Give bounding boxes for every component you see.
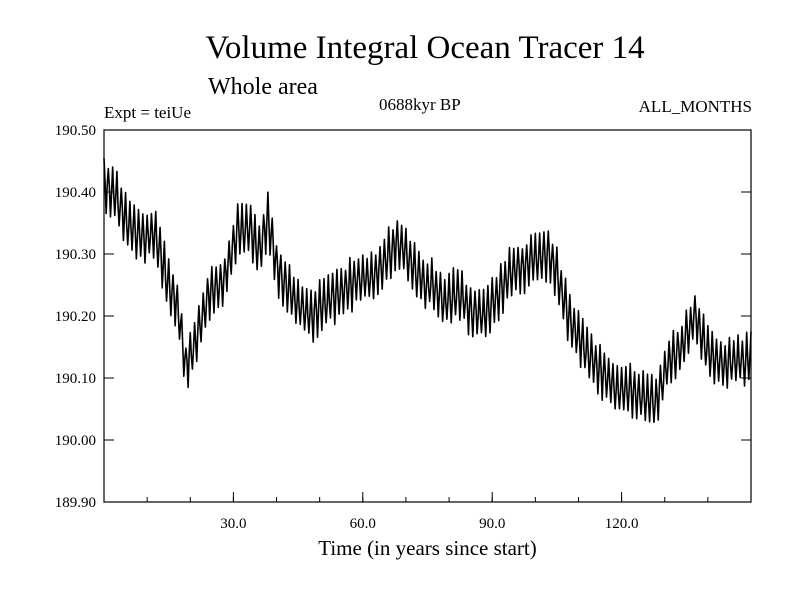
x-tick-label: 120.0 (605, 516, 639, 532)
series-line (103, 158, 752, 424)
y-tick-label: 190.10 (55, 371, 96, 387)
y-tick-label: 190.20 (55, 309, 96, 325)
y-tick-label: 190.40 (55, 185, 96, 201)
experiment-label: Expt = teiUe (104, 103, 192, 122)
y-tick-label: 189.90 (55, 495, 96, 511)
y-tick-label: 190.50 (55, 123, 96, 139)
months-label: ALL_MONTHS (638, 97, 752, 116)
chart-subtitle: Whole area (208, 74, 318, 100)
period-label: 0688kyr BP (379, 95, 461, 114)
x-tick-label: 30.0 (220, 516, 246, 532)
x-tick-label: 60.0 (350, 516, 376, 532)
x-axis-label: Time (in years since start) (318, 536, 537, 560)
y-tick-label: 190.00 (55, 433, 96, 449)
chart-title: Volume Integral Ocean Tracer 14 (205, 30, 645, 66)
y-tick-label: 190.30 (55, 247, 96, 263)
x-tick-label: 90.0 (479, 516, 505, 532)
plot-frame (103, 129, 752, 503)
